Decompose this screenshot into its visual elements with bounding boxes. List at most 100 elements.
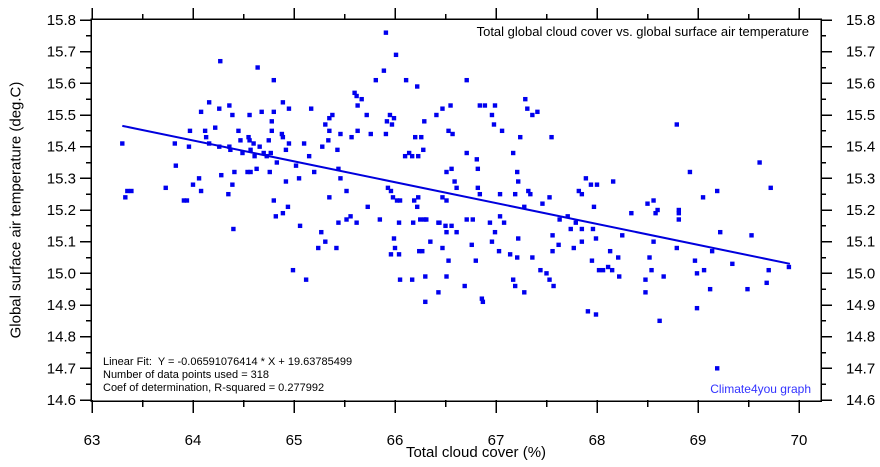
scatter-point xyxy=(510,277,516,282)
scatter-point xyxy=(421,147,426,153)
scatter-point xyxy=(607,248,613,254)
y-tick-label-left: 15.8 xyxy=(47,12,76,29)
scatter-point xyxy=(323,122,328,127)
scatter-point xyxy=(419,134,424,140)
scatter-point xyxy=(236,128,241,134)
scatter-point xyxy=(123,195,128,200)
scatter-point xyxy=(557,217,562,222)
scatter-point xyxy=(551,283,556,289)
scatter-point xyxy=(475,166,481,172)
scatter-point xyxy=(267,169,272,175)
scatter-point xyxy=(391,236,397,241)
scatter-point xyxy=(283,147,289,153)
scatter-point xyxy=(312,169,317,175)
chart-title: Total global cloud cover vs. global surf… xyxy=(476,24,809,39)
scatter-point xyxy=(492,103,498,108)
scatter-point xyxy=(416,195,421,200)
scatter-point xyxy=(579,239,585,244)
scatter-point xyxy=(497,214,503,219)
scatter-point xyxy=(609,267,615,273)
scatter-point xyxy=(397,198,403,203)
scatter-point xyxy=(273,214,279,219)
scatter-point xyxy=(409,153,415,159)
scatter-point xyxy=(268,150,273,156)
scatter-point xyxy=(396,252,402,257)
scatter-point xyxy=(661,274,666,279)
scatter-point xyxy=(507,252,513,257)
scatter-point xyxy=(694,305,700,311)
x-tick-label: 63 xyxy=(84,432,101,449)
y-tick-label-right: 15.8 xyxy=(846,12,875,29)
scatter-point xyxy=(454,229,459,235)
scatter-point xyxy=(594,182,600,187)
scatter-point xyxy=(172,141,178,146)
scatter-point xyxy=(269,128,274,134)
scatter-point xyxy=(396,220,402,225)
scatter-point xyxy=(373,77,379,83)
y-tick-label-left: 15.6 xyxy=(47,75,76,92)
scatter-point xyxy=(593,236,599,241)
scatter-point xyxy=(129,188,134,194)
scatter-point xyxy=(523,96,528,102)
y-tick-label-left: 14.8 xyxy=(47,329,76,346)
y-tick-label-left: 15.3 xyxy=(47,170,76,187)
scatter-point xyxy=(610,179,616,184)
scatter-point xyxy=(381,68,387,73)
scatter-point xyxy=(279,131,285,137)
scatter-point xyxy=(600,267,606,273)
scatter-point xyxy=(365,204,370,210)
scatter-point xyxy=(202,128,208,134)
scatter-point xyxy=(440,195,445,200)
scatter-point xyxy=(522,290,527,295)
scatter-point xyxy=(187,128,193,134)
scatter-point xyxy=(349,134,354,140)
scatter-point xyxy=(444,198,449,203)
scatter-point xyxy=(579,226,585,232)
scatter-point xyxy=(227,103,232,108)
scatter-point xyxy=(496,248,502,254)
scatter-point xyxy=(423,299,428,305)
scatter-point xyxy=(540,201,545,206)
scatter-point xyxy=(240,150,245,156)
scatter-point xyxy=(480,299,486,305)
scatter-point xyxy=(230,112,235,118)
scatter-point xyxy=(394,198,400,203)
scatter-point xyxy=(355,128,360,134)
scatter-point xyxy=(516,179,521,184)
scatter-point xyxy=(655,207,660,213)
scatter-point xyxy=(326,138,331,143)
scatter-point xyxy=(579,191,585,197)
scatter-point xyxy=(568,226,573,232)
scatter-point xyxy=(261,150,266,156)
scatter-point xyxy=(522,204,527,210)
scatter-point xyxy=(368,131,373,137)
scatter-point xyxy=(181,198,187,203)
scatter-point xyxy=(383,131,389,137)
scatter-point xyxy=(319,229,324,235)
scatter-point xyxy=(335,147,340,153)
scatter-point xyxy=(254,166,259,172)
scatter-point xyxy=(410,220,416,225)
scatter-point xyxy=(248,147,253,153)
scatter-point xyxy=(303,277,309,282)
scatter-point xyxy=(449,166,454,172)
scatter-point xyxy=(190,182,196,187)
scatter-point xyxy=(296,176,302,181)
y-tick-label-left: 15.4 xyxy=(47,139,76,156)
scatter-point xyxy=(489,112,495,118)
scatter-point xyxy=(464,150,469,156)
scatter-point xyxy=(479,296,485,301)
scatter-point xyxy=(285,204,291,210)
scatter-point xyxy=(409,277,415,282)
scatter-point xyxy=(232,169,237,175)
scatter-point xyxy=(308,106,314,111)
scatter-point xyxy=(450,131,455,137)
scatter-point xyxy=(320,144,325,149)
scatter-point xyxy=(280,210,286,216)
scatter-point xyxy=(327,195,332,200)
scatter-point xyxy=(248,169,253,175)
scatter-point xyxy=(492,229,498,235)
scatter-point xyxy=(415,204,420,210)
scatter-point xyxy=(316,245,321,251)
scatter-point xyxy=(397,277,403,282)
